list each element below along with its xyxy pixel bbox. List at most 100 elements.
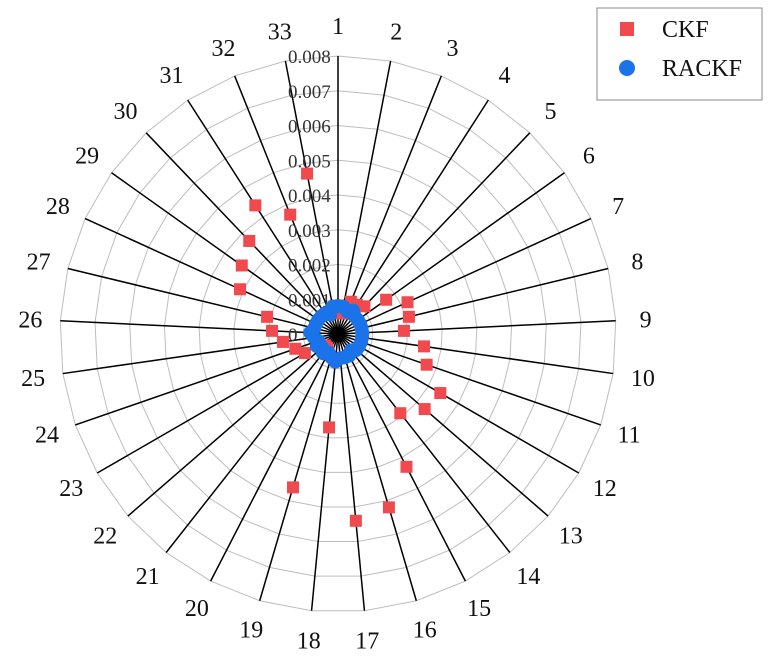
grid-layer [59, 55, 617, 612]
radial-tick-labels: 0 0.001 0.002 0.003 0.004 0.005 0.006 0.007 0.00… [288, 47, 331, 346]
category-label-11: 11 [618, 423, 641, 449]
spoke-30 [145, 132, 339, 335]
spoke-25 [62, 333, 339, 375]
marker-ckf-31 [249, 199, 262, 212]
spoke-12 [337, 333, 580, 474]
spoke-33 [284, 60, 339, 335]
marker-ckf-24 [289, 342, 302, 355]
spoke-27 [67, 267, 339, 335]
marker-ckf-13 [418, 403, 431, 416]
grid-ring [59, 55, 617, 612]
category-label-28: 28 [46, 194, 70, 220]
marker-ckf-18 [323, 421, 336, 434]
marker-ckf-8 [402, 310, 415, 323]
category-label-17: 17 [355, 629, 379, 655]
grid-ring [302, 298, 374, 370]
category-label-21: 21 [136, 564, 160, 590]
marker-ckf-33 [301, 167, 314, 180]
legend-marker-ckf [620, 22, 634, 36]
spoke-2 [337, 60, 392, 335]
radial-tick-label: 0 [288, 325, 298, 346]
category-label-20: 20 [185, 596, 209, 622]
radial-tick-label: 0.002 [288, 256, 331, 277]
category-label-10: 10 [631, 366, 655, 392]
marker-ckf-27 [261, 310, 274, 323]
marker-ckf-26 [266, 324, 279, 337]
category-label-29: 29 [75, 143, 99, 169]
category-labels: 1 234567891011121314151617181920212223242… [18, 14, 655, 655]
spoke-29 [111, 172, 339, 335]
radial-tick-label: 0.005 [288, 151, 331, 172]
legend: CKF RACKF [596, 7, 763, 101]
spoke-8 [337, 267, 609, 335]
spoke-7 [337, 217, 592, 335]
category-label-2: 2 [390, 20, 402, 46]
spoke-3 [337, 75, 443, 335]
marker-ckf-29 [235, 259, 248, 272]
spoke-10 [337, 333, 614, 375]
marker-ckf-15 [400, 460, 413, 473]
marker-ckf-11 [420, 358, 433, 371]
radial-tick-label: 0.001 [288, 290, 331, 311]
category-label-30: 30 [113, 99, 137, 125]
category-label-6: 6 [583, 143, 595, 169]
category-label-18: 18 [297, 629, 321, 655]
grid-ring [129, 124, 547, 543]
spoke-15 [337, 333, 467, 582]
category-label-12: 12 [593, 476, 617, 502]
radial-tick-label: 0.006 [288, 117, 331, 138]
category-label-19: 19 [239, 618, 263, 644]
grid-ring [198, 194, 478, 473]
spoke-13 [337, 333, 549, 517]
category-label-4: 4 [499, 63, 511, 89]
marker-ckf-17 [349, 514, 362, 527]
spoke-18 [310, 333, 339, 611]
category-label-26: 26 [18, 307, 42, 333]
category-label-27: 27 [27, 249, 51, 275]
marker-ckf-25 [276, 335, 289, 348]
category-label-33: 33 [268, 20, 292, 46]
category-label-14: 14 [516, 564, 540, 590]
radial-tick-label: 0.003 [288, 221, 331, 242]
spoke-6 [337, 172, 565, 335]
marker-ckf-9 [397, 324, 410, 337]
marker-ckf-23 [298, 347, 311, 360]
spoke-21 [165, 333, 339, 553]
category-label-5: 5 [545, 99, 557, 125]
spoke-20 [209, 333, 339, 582]
spoke-11 [337, 333, 601, 426]
legend-label-ckf: CKF [662, 17, 709, 43]
marker-rackf-33 [325, 299, 340, 314]
category-label-16: 16 [413, 618, 437, 644]
grid-ring [233, 229, 443, 439]
spoke-22 [127, 333, 339, 517]
category-label-9: 9 [640, 307, 652, 333]
radial-tick-label: 0.004 [288, 186, 331, 207]
category-label-24: 24 [35, 423, 59, 449]
marker-ckf-14 [394, 407, 407, 420]
marker-ckf-12 [434, 387, 447, 400]
grid-ring [94, 90, 582, 577]
category-label-3: 3 [446, 36, 458, 62]
category-label-8: 8 [631, 249, 643, 275]
spoke-28 [84, 217, 339, 335]
category-label-13: 13 [559, 524, 583, 550]
radial-tick-label: 0.007 [288, 82, 331, 103]
spoke-32 [233, 75, 339, 335]
marker-ckf-16 [382, 501, 395, 514]
grid-ring [163, 159, 513, 508]
category-label-25: 25 [21, 366, 45, 392]
marker-ckf-6 [380, 293, 393, 306]
spoke-14 [337, 333, 511, 553]
spoke-4 [337, 99, 489, 335]
category-label-7: 7 [612, 194, 624, 220]
marker-ckf-7 [401, 296, 414, 309]
legend-label-rackf: RACKF [662, 56, 742, 82]
series-layer [234, 167, 447, 527]
spoke-31 [187, 99, 339, 335]
spoke-26 [60, 320, 339, 335]
marker-ckf-10 [417, 340, 430, 353]
marker-ckf-30 [243, 234, 256, 247]
